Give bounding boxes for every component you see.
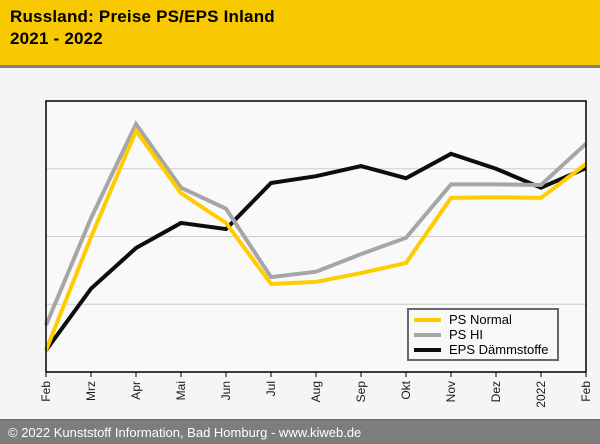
ps-hi-line-swatch-icon — [414, 332, 441, 337]
chart-region: Feb Mrz Apr Mai Jun Jul Aug Sep Okt Nov Dez 2022 Feb… — [0, 68, 600, 419]
legend-label: PS Normal — [449, 311, 512, 327]
x-axis-label: Sep — [354, 381, 368, 403]
legend-item-ps-normal: PS Normal — [414, 311, 552, 327]
chart-legend: PS Normal PS HI EPS Dämmstoffe — [407, 308, 559, 361]
x-axis-label: Jun — [219, 381, 233, 400]
x-axis-label: Aug — [309, 381, 323, 402]
x-axis-label: Apr — [129, 381, 143, 400]
x-axis-label: Nov — [444, 381, 458, 402]
legend-item-ps-hi: PS HI — [414, 326, 552, 342]
legend-item-eps-daemmstoffe: EPS Dämmstoffe — [414, 341, 552, 357]
series-line-eps-d-mmstoffe — [44, 151, 587, 352]
x-axis-label: Feb — [39, 381, 53, 402]
x-axis-label: Mai — [174, 381, 188, 400]
x-axis-label: Mrz — [84, 381, 98, 401]
page-subtitle: 2021 - 2022 — [10, 29, 103, 48]
footer-text: © 2022 Kunststoff Information, Bad Hombu… — [8, 424, 362, 440]
x-axis-label: 2022 — [534, 381, 548, 408]
price-chart-svg: Feb Mrz Apr Mai Jun Jul Aug Sep Okt Nov Dez 2022 Feb — [39, 100, 593, 408]
legend-label: PS HI — [449, 326, 483, 342]
ps-normal-line-swatch-icon — [414, 317, 441, 322]
page-title: Russland: Preise PS/EPS Inland — [10, 7, 275, 26]
series-line-ps-hi — [44, 120, 588, 327]
series-line-ps-normal — [44, 126, 588, 352]
x-axis-label: Jul — [264, 381, 278, 396]
eps-daemmstoffe-line-swatch-icon — [414, 347, 441, 352]
copyright-footer: © 2022 Kunststoff Information, Bad Hombu… — [0, 419, 600, 444]
chart-header: Russland: Preise PS/EPS Inland 2021 - 20… — [0, 0, 600, 68]
legend-label: EPS Dämmstoffe — [449, 341, 549, 357]
x-axis-label: Dez — [489, 381, 503, 402]
x-axis-label: Okt — [399, 380, 413, 399]
x-axis-label: Feb — [579, 381, 593, 402]
